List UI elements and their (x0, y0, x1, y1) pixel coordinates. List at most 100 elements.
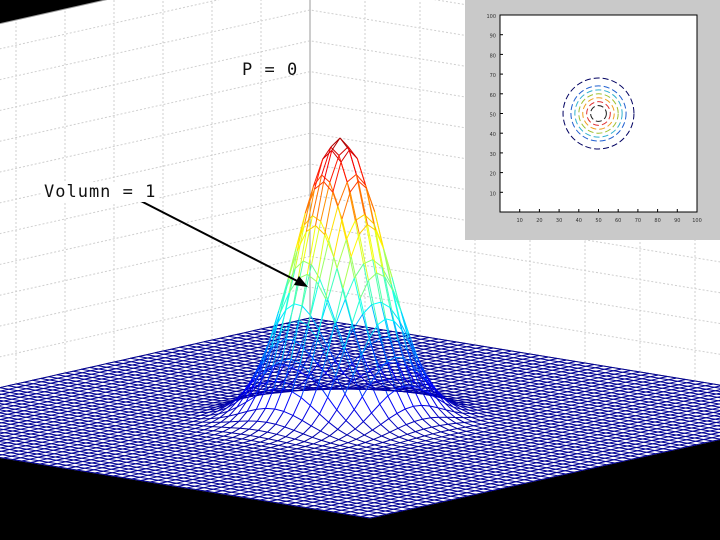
mesh-line (612, 455, 623, 459)
mesh-line (397, 347, 407, 351)
mesh-line (13, 405, 24, 408)
mesh-line (497, 420, 508, 424)
mesh-line (556, 383, 566, 386)
mesh-line (652, 414, 663, 418)
mesh-line (478, 471, 488, 475)
mesh-line (514, 417, 524, 420)
mesh-line (195, 428, 205, 431)
mesh-line (150, 396, 160, 399)
mesh-line (674, 399, 684, 402)
mesh-line (708, 395, 718, 398)
mesh-line (337, 379, 347, 382)
mesh-line (605, 432, 616, 435)
mesh-line (673, 396, 683, 399)
mesh-line (499, 396, 509, 399)
mesh-line (553, 433, 564, 436)
mesh-line (218, 362, 229, 366)
mesh-line (532, 449, 542, 452)
mesh-line (422, 459, 432, 462)
mesh-line (68, 414, 79, 417)
mesh-line (568, 451, 578, 455)
mesh-line (607, 407, 617, 410)
mesh-line (650, 376, 660, 379)
mesh-line (337, 322, 347, 325)
mesh-line (509, 372, 519, 375)
mesh-line (558, 389, 568, 393)
mesh-line (93, 408, 103, 412)
mesh-line (559, 393, 569, 396)
mesh-line (98, 368, 108, 371)
mesh-line (497, 478, 507, 481)
mesh-line (581, 438, 591, 441)
mesh-line (367, 365, 378, 368)
mesh-line (50, 382, 60, 386)
mesh-line (233, 381, 243, 384)
mesh-line (448, 429, 459, 434)
mesh-line (115, 396, 126, 400)
mesh-line (392, 448, 403, 451)
mesh-line (685, 407, 695, 410)
mesh-line (508, 397, 518, 400)
mesh-line (597, 374, 607, 377)
mesh-line (85, 410, 95, 414)
mesh-line (84, 378, 94, 382)
mesh-line (288, 450, 299, 453)
mesh-line (518, 402, 528, 405)
mesh-line (644, 445, 654, 448)
mesh-line (585, 451, 595, 454)
mesh-line (580, 463, 590, 466)
mesh-line (194, 368, 204, 371)
mesh-line (303, 383, 313, 386)
mesh-line (629, 395, 639, 398)
mesh-line (204, 429, 214, 432)
mesh-line (647, 398, 658, 401)
mesh-line (260, 441, 270, 445)
mesh-line (293, 349, 303, 353)
mesh-line (691, 427, 701, 430)
mesh-line (613, 370, 623, 373)
mesh-line (436, 449, 446, 452)
mesh-line (45, 394, 55, 398)
mesh-line (360, 341, 371, 345)
mesh-line (415, 350, 426, 354)
mesh-line (75, 377, 85, 380)
mesh-line (505, 476, 516, 479)
mesh-line (57, 406, 67, 409)
mesh-line (667, 404, 677, 407)
mesh-line (376, 452, 386, 455)
mesh-line (484, 434, 494, 438)
mesh-line (522, 387, 532, 390)
mesh-line (559, 364, 569, 368)
mesh-line (105, 363, 116, 366)
mesh-line (247, 342, 257, 345)
mesh-line (504, 355, 514, 359)
mesh-line (310, 377, 320, 381)
mesh-line (305, 361, 315, 364)
mesh-line (132, 364, 142, 367)
mesh-line (190, 383, 200, 386)
mesh-line (555, 468, 566, 472)
mesh-line (594, 395, 605, 399)
mesh-line (466, 430, 476, 434)
mesh-line (465, 426, 475, 431)
mesh-line (256, 343, 267, 347)
mesh-line (518, 459, 528, 462)
mesh-line (59, 412, 69, 416)
mesh-line (331, 150, 342, 163)
mesh-line (347, 326, 357, 330)
mesh-line (252, 330, 263, 333)
mesh-line (310, 349, 321, 352)
mesh-line (523, 419, 533, 422)
mesh-line (381, 351, 391, 354)
mesh-line (357, 180, 368, 225)
mesh-line (216, 356, 227, 359)
mesh-line (114, 364, 125, 368)
mesh-line (453, 477, 464, 480)
mesh-line (449, 346, 459, 350)
mesh-line (497, 389, 507, 392)
mesh-line (175, 393, 186, 397)
mesh-line (159, 426, 169, 429)
mesh-line (495, 382, 505, 386)
mesh-line (670, 443, 680, 446)
mesh-line (94, 412, 104, 415)
